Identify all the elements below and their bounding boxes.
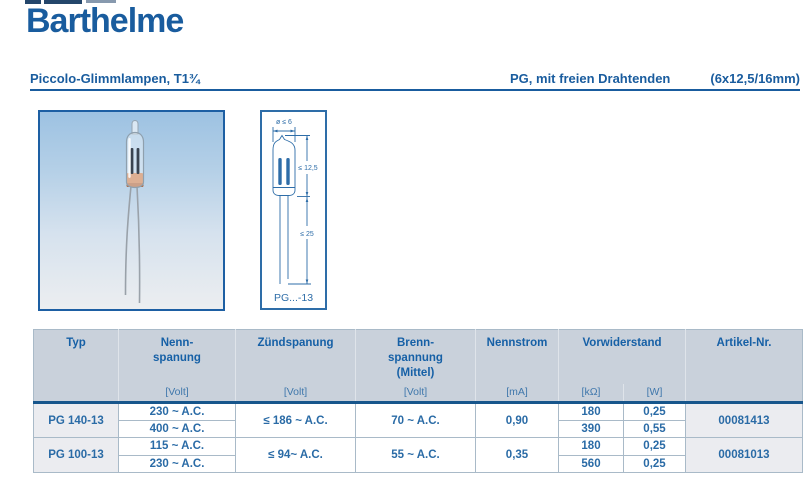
vorwiderstand-kohm-cell: 180 xyxy=(558,402,624,421)
vorwiderstand-kohm-cell: 390 xyxy=(558,419,624,438)
col-header-vorwiderstand: Vorwiderstand xyxy=(558,328,686,384)
nennspannung-cell: 230 ~ A.C. xyxy=(118,454,236,473)
dim-wire-label: ≤ 25 xyxy=(300,231,314,238)
col-header-nennstrom: Nennstrom xyxy=(475,328,559,384)
section-header: Piccolo-Glimmlampen, T1¾ PG, mit freien … xyxy=(30,71,800,91)
lamp-photo-illustration xyxy=(124,119,145,304)
scan-artifact xyxy=(86,0,116,3)
col-header-artikel-nr: Artikel-Nr. xyxy=(685,329,803,404)
col-header-typ: Typ xyxy=(33,329,119,404)
table-row: PG 100-13 115 ~ A.C. ≤ 94~ A.C. 55 ~ A.C… xyxy=(33,437,803,473)
unit-volt: [Volt] xyxy=(235,383,356,404)
table-row: 230 ~ A.C. 560 0,25 xyxy=(34,454,803,473)
col-header-zuendspanung: Zündspanung xyxy=(235,328,356,384)
brennspannung-cell: 55 ~ A.C. xyxy=(355,437,476,473)
typ-cell: PG 100-13 xyxy=(33,437,119,473)
nennspannung-cell: 400 ~ A.C. xyxy=(118,419,236,438)
nennstrom-cell: 0,35 xyxy=(475,437,559,473)
drawing-caption: PG...-13 xyxy=(274,292,313,304)
vorwiderstand-w-cell: 0,25 xyxy=(623,437,686,456)
brennspannung-cell: 70 ~ A.C. xyxy=(355,402,476,438)
size-label: (6x12,5/16mm) xyxy=(710,71,800,86)
product-photo-box xyxy=(38,110,225,311)
tech-drawing-box: ø ≤ 6 ≤ 12,5 ≤ 25 PG...-13 xyxy=(260,110,327,310)
unit-volt: [Volt] xyxy=(118,383,236,404)
zuendspannung-cell: ≤ 94~ A.C. xyxy=(235,437,356,473)
col-header-brennspannung: Brenn- spannung (Mittel) xyxy=(355,328,476,384)
dim-diameter-label: ø ≤ 6 xyxy=(276,119,292,126)
artikel-nr-cell: 00081013 xyxy=(685,437,803,473)
unit-w: [W] xyxy=(623,383,686,404)
vorwiderstand-w-cell: 0,25 xyxy=(623,402,686,421)
scan-artifact xyxy=(44,0,82,4)
dim-length-label: ≤ 12,5 xyxy=(298,165,318,172)
artikel-nr-cell: 00081413 xyxy=(685,402,803,438)
vorwiderstand-w-cell: 0,55 xyxy=(623,419,686,438)
nennspannung-cell: 230 ~ A.C. xyxy=(118,402,236,421)
unit-volt: [Volt] xyxy=(355,383,476,404)
tech-drawing: ø ≤ 6 ≤ 12,5 ≤ 25 PG...-13 xyxy=(272,119,318,304)
brand-logo: Barthelme xyxy=(26,2,184,40)
col-header-nennspanung: Nenn- spanung xyxy=(118,328,236,384)
nennspannung-cell: 115 ~ A.C. xyxy=(118,437,236,456)
vorwiderstand-kohm-cell: 560 xyxy=(558,454,624,473)
zuendspannung-cell: ≤ 186 ~ A.C. xyxy=(235,402,356,438)
typ-cell: PG 140-13 xyxy=(33,402,119,438)
nennstrom-cell: 0,90 xyxy=(475,402,559,438)
spec-table: Typ Nenn- spanung Zündspanung Brenn- spa… xyxy=(33,328,803,473)
vorwiderstand-kohm-cell: 180 xyxy=(558,437,624,456)
vorwiderstand-w-cell: 0,25 xyxy=(623,454,686,473)
table-row: PG 140-13 230 ~ A.C. ≤ 186 ~ A.C. 70 ~ A… xyxy=(33,402,803,438)
scan-artifact xyxy=(25,0,41,4)
product-family-title: Piccolo-Glimmlampen, T1¾ xyxy=(30,71,200,86)
product-type-title: PG, mit freien Drahtenden xyxy=(510,71,671,86)
unit-kohm: [kΩ] xyxy=(558,383,624,404)
unit-ma: [mA] xyxy=(475,383,559,404)
table-row: 400 ~ A.C. 390 0,55 xyxy=(34,419,803,438)
